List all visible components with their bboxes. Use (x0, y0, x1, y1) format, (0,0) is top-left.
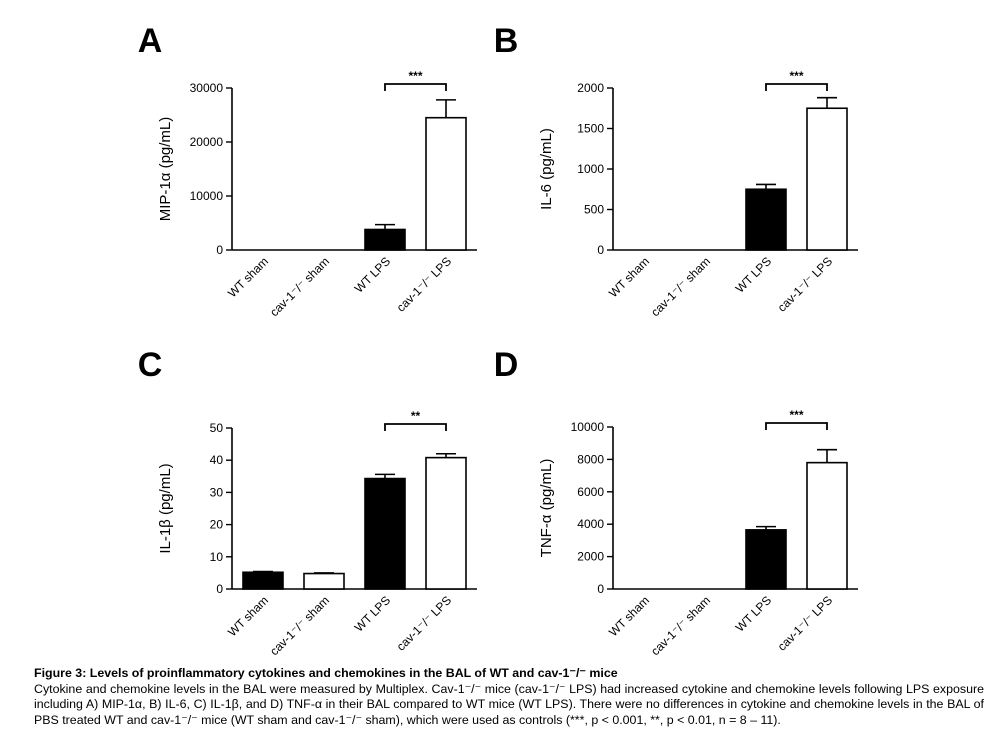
y-tick-label: 0 (216, 582, 223, 596)
bar (745, 529, 787, 590)
x-tick-label: cav-1⁻/⁻ sham (267, 593, 332, 658)
x-tick-label: WT sham (606, 254, 652, 300)
bar (806, 107, 848, 251)
y-tick-label: 0 (216, 243, 223, 257)
y-axis-label: IL-6 (pg/mL) (538, 128, 555, 210)
x-tick-label: cav-1⁻/⁻ sham (648, 593, 713, 658)
significance-bracket (384, 423, 447, 431)
significance-label: ** (411, 409, 421, 423)
panel-letter: B (494, 22, 519, 60)
figure-caption: Figure 3: Levels of proinflammatory cyto… (34, 666, 984, 728)
y-tick-label: 0 (597, 243, 604, 257)
y-tick-label: 10000 (571, 420, 605, 434)
y-tick-label: 8000 (577, 452, 604, 466)
bar (364, 477, 406, 590)
y-tick-label: 20000 (190, 135, 224, 149)
significance-label: *** (408, 69, 422, 83)
significance-label: *** (789, 69, 803, 83)
x-tick-label: WT sham (225, 254, 271, 300)
y-tick-label: 20 (210, 518, 224, 532)
significance-label: *** (789, 408, 803, 422)
bar (806, 461, 848, 590)
y-tick-label: 10000 (190, 189, 224, 203)
y-tick-label: 30000 (190, 81, 224, 95)
y-tick-label: 4000 (577, 517, 604, 531)
bar (425, 456, 467, 590)
bar (242, 571, 284, 590)
x-tick-label: WT LPS (733, 254, 774, 295)
bar (364, 228, 406, 251)
x-tick-label: cav-1⁻/⁻ LPS (394, 593, 454, 653)
panel-letter: C (138, 346, 163, 384)
caption-title: Figure 3: Levels of proinflammatory cyto… (34, 666, 618, 680)
y-tick-label: 1000 (577, 162, 604, 176)
x-tick-label: WT LPS (733, 593, 774, 634)
panel-letter: A (138, 22, 163, 60)
y-axis-label: IL-1β (pg/mL) (157, 463, 174, 553)
y-tick-label: 0 (597, 582, 604, 596)
bar (745, 188, 787, 251)
x-tick-label: WT LPS (352, 254, 393, 295)
y-tick-label: 40 (210, 453, 224, 467)
x-tick-label: WT sham (225, 593, 271, 639)
y-tick-label: 1500 (577, 122, 604, 136)
panel-letter: D (494, 346, 519, 384)
significance-bracket (765, 83, 828, 91)
x-tick-label: WT sham (606, 593, 652, 639)
y-tick-label: 2000 (577, 550, 604, 564)
x-tick-label: WT LPS (352, 593, 393, 634)
x-tick-label: cav-1⁻/⁻ sham (648, 254, 713, 319)
bar (303, 572, 345, 590)
y-axis-label: MIP-1α (pg/mL) (157, 117, 174, 222)
y-axis-label: TNF-α (pg/mL) (538, 459, 555, 558)
y-tick-label: 50 (210, 421, 224, 435)
x-tick-label: cav-1⁻/⁻ sham (267, 254, 332, 319)
x-tick-label: cav-1⁻/⁻ LPS (775, 593, 835, 653)
significance-bracket (765, 422, 828, 430)
chart-panel-d: D 0 2000 4000 6000 8000 10000 TNF-α (pg/mL) WT s… (494, 346, 858, 658)
x-tick-label: cav-1⁻/⁻ LPS (394, 254, 454, 314)
y-tick-label: 30 (210, 485, 224, 499)
significance-bracket (384, 83, 447, 91)
caption-body: Cytokine and chemokine levels in the BAL… (34, 681, 984, 727)
y-tick-label: 500 (584, 203, 604, 217)
bar (425, 116, 467, 251)
x-tick-label: cav-1⁻/⁻ LPS (775, 254, 835, 314)
y-tick-label: 6000 (577, 485, 604, 499)
y-tick-label: 2000 (577, 81, 604, 95)
y-tick-label: 10 (210, 550, 224, 564)
